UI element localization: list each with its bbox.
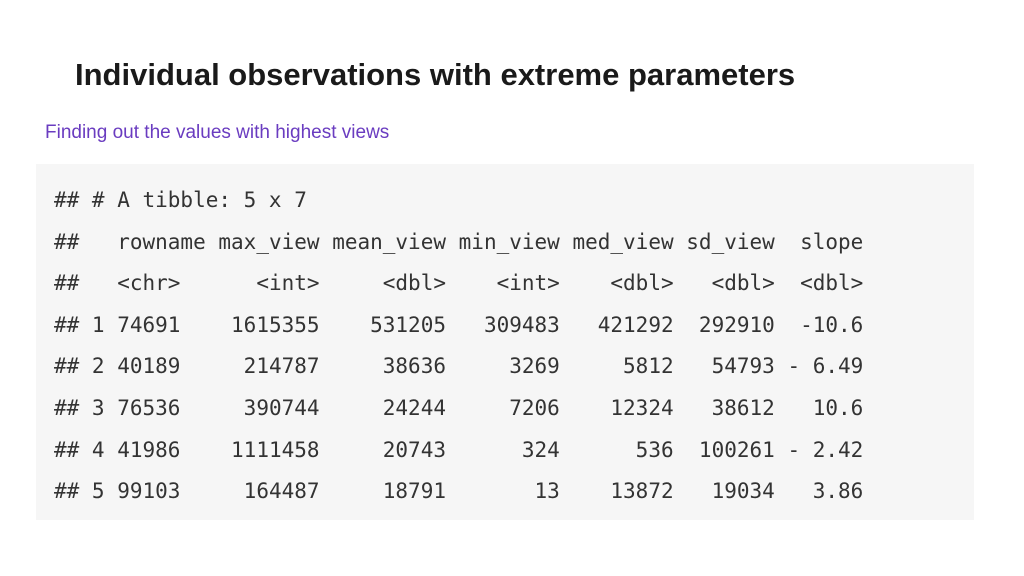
cell-sd_view: 19034 <box>686 479 775 504</box>
column-type-sd_view: <dbl> <box>686 271 775 296</box>
column-type-max_view: <int> <box>218 271 320 296</box>
column-type-min_view: <int> <box>458 271 560 296</box>
column-type-rowname: <chr> <box>117 271 206 296</box>
table-row: ## 4 41986 1111458 20743 324 536 100261 … <box>54 430 974 472</box>
line-prefix: ## 3 <box>54 395 118 420</box>
cell-rowname: 76536 <box>117 395 206 420</box>
cell-mean_view: 531205 <box>332 312 446 337</box>
cell-slope: -10.6 <box>787 312 864 337</box>
line-prefix: ## 4 <box>54 437 118 462</box>
cell-mean_view: 18791 <box>332 479 446 504</box>
table-row: ## 5 99103 164487 18791 13 13872 19034 3… <box>54 471 974 513</box>
column-names-line: ## rowname max_view mean_view min_view m… <box>54 222 974 264</box>
line-prefix: ## <box>54 229 118 254</box>
column-name-mean_view: mean_view <box>332 229 446 254</box>
slide-title: Individual observations with extreme par… <box>75 57 796 92</box>
cell-min_view: 3269 <box>458 354 560 379</box>
column-types-line: ## <chr> <int> <dbl> <int> <dbl> <dbl> <… <box>54 263 974 305</box>
cell-mean_view: 38636 <box>332 354 446 379</box>
cell-max_view: 1615355 <box>218 312 320 337</box>
cell-min_view: 13 <box>458 479 560 504</box>
cell-min_view: 309483 <box>458 312 560 337</box>
column-name-min_view: min_view <box>458 229 560 254</box>
cell-sd_view: 100261 <box>686 437 775 462</box>
column-type-mean_view: <dbl> <box>332 271 446 296</box>
column-name-sd_view: sd_view <box>686 229 775 254</box>
line-prefix: ## 1 <box>54 312 118 337</box>
cell-max_view: 214787 <box>218 354 320 379</box>
cell-rowname: 40189 <box>117 354 206 379</box>
cell-max_view: 390744 <box>218 395 320 420</box>
cell-mean_view: 20743 <box>332 437 446 462</box>
cell-slope: - 2.42 <box>787 437 864 462</box>
cell-med_view: 12324 <box>572 395 674 420</box>
column-type-med_view: <dbl> <box>572 271 674 296</box>
cell-rowname: 41986 <box>117 437 206 462</box>
cell-med_view: 536 <box>572 437 674 462</box>
cell-mean_view: 24244 <box>332 395 446 420</box>
cell-sd_view: 292910 <box>686 312 775 337</box>
column-name-slope: slope <box>787 229 864 254</box>
column-type-slope: <dbl> <box>787 271 864 296</box>
cell-slope: - 6.49 <box>787 354 864 379</box>
data-rows: ## 1 74691 1615355 531205 309483 421292 … <box>54 305 974 513</box>
cell-min_view: 324 <box>458 437 560 462</box>
cell-slope: 10.6 <box>787 395 864 420</box>
column-name-max_view: max_view <box>218 229 320 254</box>
cell-sd_view: 54793 <box>686 354 775 379</box>
line-prefix: ## <box>54 271 118 296</box>
cell-max_view: 1111458 <box>218 437 320 462</box>
table-row: ## 3 76536 390744 24244 7206 12324 38612… <box>54 388 974 430</box>
column-name-rowname: rowname <box>117 229 206 254</box>
cell-rowname: 74691 <box>117 312 206 337</box>
cell-med_view: 5812 <box>572 354 674 379</box>
tibble-header-line: ## # A tibble: 5 x 7 <box>54 188 307 212</box>
cell-sd_view: 38612 <box>686 395 775 420</box>
cell-max_view: 164487 <box>218 479 320 504</box>
line-prefix: ## 2 <box>54 354 118 379</box>
cell-med_view: 13872 <box>572 479 674 504</box>
line-prefix: ## 5 <box>54 479 118 504</box>
cell-min_view: 7206 <box>458 395 560 420</box>
code-output-block: ## # A tibble: 5 x 7 ## rowname max_view… <box>36 164 974 520</box>
cell-med_view: 421292 <box>572 312 674 337</box>
cell-slope: 3.86 <box>787 479 864 504</box>
table-row: ## 1 74691 1615355 531205 309483 421292 … <box>54 305 974 347</box>
slide-subtitle: Finding out the values with highest view… <box>45 122 390 143</box>
column-name-med_view: med_view <box>572 229 674 254</box>
table-row: ## 2 40189 214787 38636 3269 5812 54793 … <box>54 346 974 388</box>
cell-rowname: 99103 <box>117 479 206 504</box>
